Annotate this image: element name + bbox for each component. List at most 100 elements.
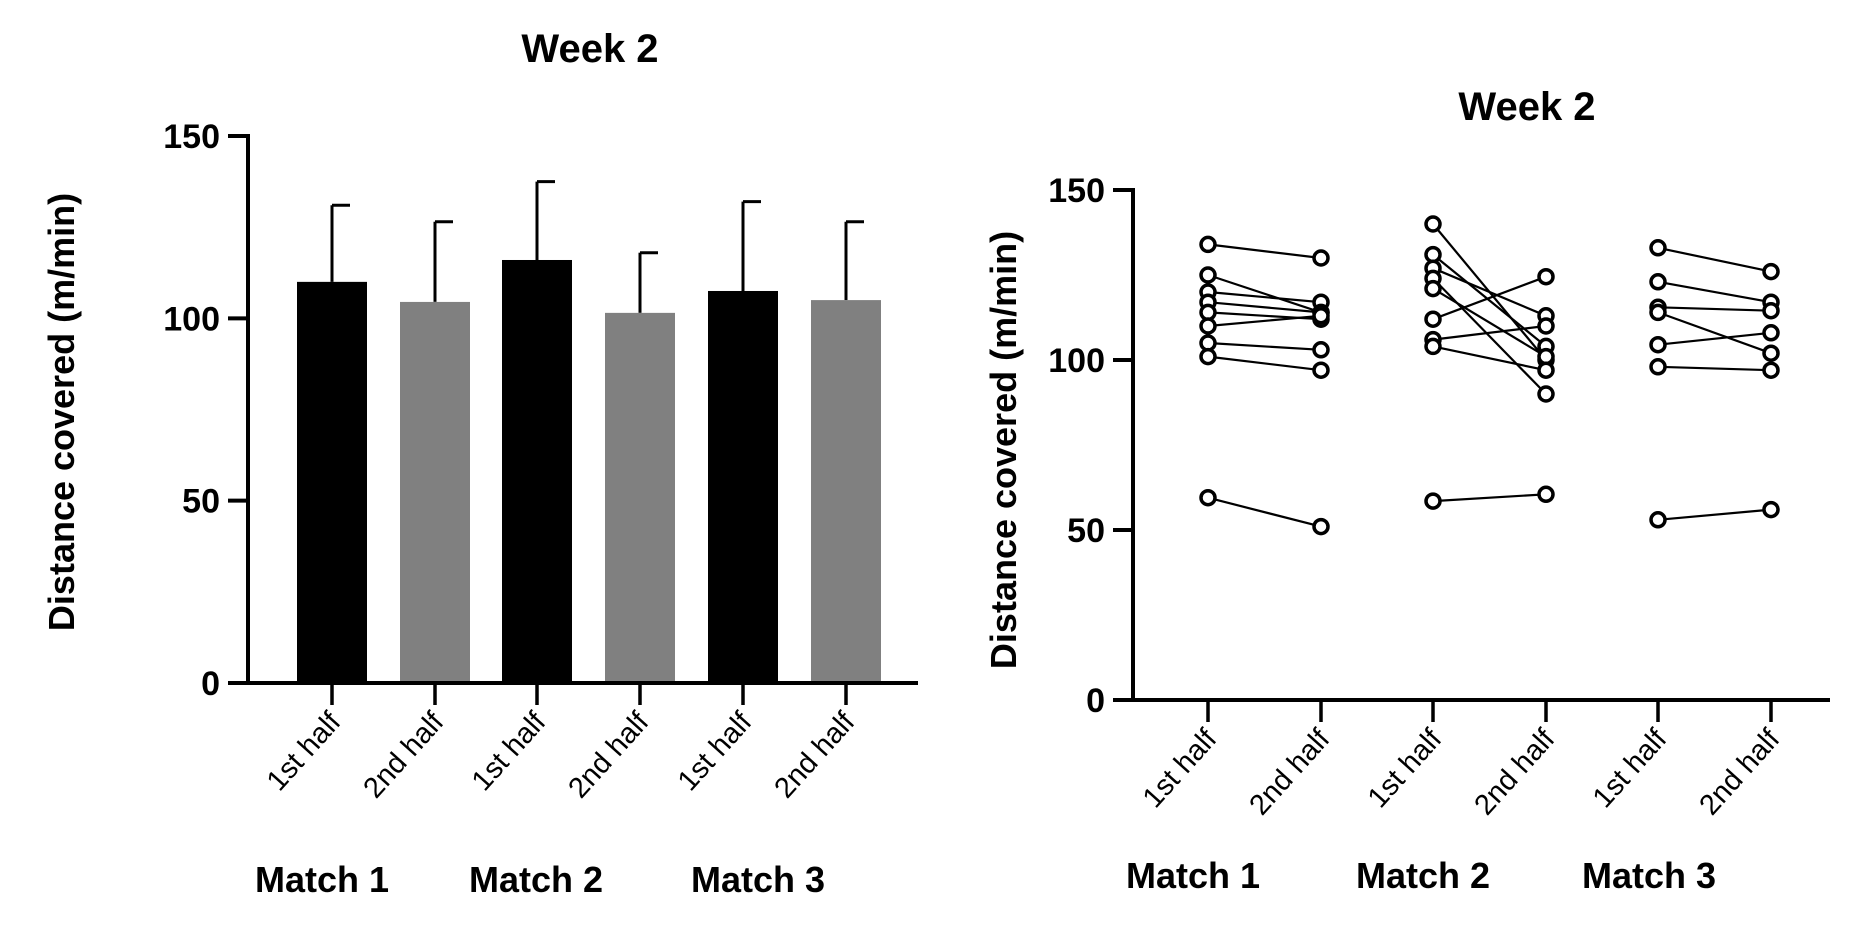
pair-line-0-0 bbox=[1207, 243, 1322, 260]
pair-line-0-6 bbox=[1207, 341, 1322, 351]
bar-chart-group-match-3: Match 3 bbox=[691, 859, 825, 900]
point-0-first-0 bbox=[1199, 235, 1217, 254]
pair-line-2-6 bbox=[1657, 508, 1772, 521]
bar-chart-x-tick-label-2: 1st half bbox=[466, 706, 553, 798]
point-2-second-3 bbox=[1762, 344, 1780, 362]
pair-line-2-0 bbox=[1657, 246, 1772, 273]
bar-chart-x-ticks: 1st half 2nd half 1st half 2nd half 1st half… bbox=[261, 683, 862, 804]
point-1-second-7 bbox=[1537, 361, 1555, 379]
point-0-first-1 bbox=[1199, 266, 1217, 284]
bar-3 bbox=[605, 312, 675, 683]
bar-chart-x-tick-label-1: 2nd half bbox=[357, 706, 450, 805]
point-1-second-3 bbox=[1537, 385, 1555, 403]
line-chart-y-tick-label-100: 100 bbox=[1048, 342, 1105, 380]
point-0-first-7 bbox=[1199, 347, 1217, 366]
pair-line-0-1 bbox=[1207, 273, 1322, 314]
point-0-second-8 bbox=[1312, 517, 1330, 536]
bar-0 bbox=[297, 281, 367, 683]
bar-chart-y-tick-label-100: 100 bbox=[163, 300, 220, 338]
bar-4 bbox=[708, 290, 778, 683]
bar-chart-x-tick-label-0: 1st half bbox=[261, 706, 348, 798]
line-chart-x-tick-label-0: 1st half bbox=[1137, 723, 1224, 815]
point-2-first-6 bbox=[1649, 511, 1667, 529]
line-chart-y-tick-label-150: 150 bbox=[1048, 172, 1105, 210]
bar-chart-y-tick-label-150: 150 bbox=[163, 118, 220, 156]
point-0-first-8 bbox=[1199, 488, 1217, 507]
line-chart-y-tick-label-0: 0 bbox=[1086, 682, 1105, 720]
line-chart-x-tick-label-2: 1st half bbox=[1362, 723, 1449, 815]
point-1-first-4 bbox=[1424, 279, 1442, 298]
line-chart-marks bbox=[1199, 215, 1780, 536]
point-1-first-5 bbox=[1424, 310, 1442, 328]
point-2-second-0 bbox=[1762, 262, 1780, 281]
bar-chart-title: Week 2 bbox=[521, 27, 658, 71]
line-chart-y-ticks: 0 50 100 150 bbox=[1048, 172, 1133, 720]
point-2-first-5 bbox=[1649, 358, 1667, 376]
bar-chart-y-axis-label: Distance covered (m/min) bbox=[41, 193, 82, 631]
bar-5 bbox=[811, 300, 881, 683]
bar-chart-x-tick-label-3: 2nd half bbox=[562, 706, 655, 805]
point-2-second-4 bbox=[1762, 324, 1780, 342]
bar-chart-group-match-2: Match 2 bbox=[469, 859, 603, 900]
point-0-first-5 bbox=[1199, 317, 1217, 335]
bar-chart-y-tick-label-50: 50 bbox=[182, 483, 220, 521]
line-chart-y-tick-label-50: 50 bbox=[1067, 512, 1105, 550]
point-0-second-7 bbox=[1312, 361, 1330, 379]
line-chart-x-tick-label-3: 2nd half bbox=[1468, 723, 1561, 822]
point-2-second-5 bbox=[1762, 361, 1780, 379]
pair-line-0-8 bbox=[1207, 496, 1322, 528]
pair-line-0-3 bbox=[1207, 301, 1322, 314]
line-chart-group-match-3: Match 3 bbox=[1582, 855, 1716, 896]
point-0-second-5 bbox=[1312, 307, 1330, 325]
point-2-second-2 bbox=[1762, 301, 1780, 320]
line-chart-group-match-1: Match 1 bbox=[1126, 855, 1260, 896]
point-2-first-1 bbox=[1649, 273, 1667, 291]
pair-line-1-4 bbox=[1432, 287, 1547, 358]
line-chart-x-tick-label-1: 2nd half bbox=[1243, 723, 1336, 822]
bar-chart-x-tick-label-5: 2nd half bbox=[768, 706, 861, 805]
pair-line-2-1 bbox=[1657, 280, 1772, 304]
point-1-second-8 bbox=[1537, 485, 1555, 504]
point-1-first-0 bbox=[1424, 215, 1442, 233]
point-2-second-6 bbox=[1762, 500, 1780, 519]
pair-line-1-2 bbox=[1432, 267, 1547, 317]
point-1-second-6 bbox=[1537, 317, 1555, 335]
point-2-first-0 bbox=[1649, 239, 1667, 257]
bar-1 bbox=[400, 301, 470, 683]
point-1-first-8 bbox=[1424, 492, 1442, 510]
pair-line-1-6 bbox=[1432, 324, 1547, 341]
bar-chart-x-tick-label-4: 1st half bbox=[672, 706, 759, 798]
line-chart-y-axis-label: Distance covered (m/min) bbox=[983, 231, 1024, 669]
bar-2 bbox=[502, 259, 572, 683]
line-chart-title: Week 2 bbox=[1458, 85, 1595, 129]
point-2-first-3 bbox=[1649, 303, 1667, 322]
point-0-second-0 bbox=[1312, 249, 1330, 267]
line-chart-x-ticks: 1st half 2nd half 1st half 2nd half 1st half… bbox=[1137, 700, 1787, 821]
bar-chart: Week 2 Distance covered (m/min) 0 50 100 15… bbox=[41, 27, 918, 900]
pair-line-2-3 bbox=[1657, 311, 1772, 355]
point-1-first-7 bbox=[1424, 337, 1442, 356]
line-chart: Week 2 Distance covered (m/min) 0 50 100 15… bbox=[983, 85, 1830, 896]
pair-line-0-7 bbox=[1207, 355, 1322, 372]
line-chart-x-tick-label-5: 2nd half bbox=[1693, 723, 1786, 822]
bar-chart-group-match-1: Match 1 bbox=[255, 859, 389, 900]
point-2-first-4 bbox=[1649, 335, 1667, 354]
bar-chart-y-tick-label-0: 0 bbox=[201, 665, 220, 703]
pair-line-0-5 bbox=[1207, 314, 1322, 328]
bar-chart-y-ticks: 0 50 100 150 bbox=[163, 118, 248, 703]
line-chart-group-match-2: Match 2 bbox=[1356, 855, 1490, 896]
pair-line-1-3 bbox=[1432, 277, 1547, 395]
pair-line-1-5 bbox=[1432, 275, 1547, 321]
point-0-second-6 bbox=[1312, 341, 1330, 359]
pair-line-0-2 bbox=[1207, 290, 1322, 304]
bar-chart-marks bbox=[297, 180, 881, 683]
pair-line-1-8 bbox=[1432, 493, 1547, 503]
pair-line-2-4 bbox=[1657, 331, 1772, 346]
pair-line-2-2 bbox=[1657, 306, 1772, 312]
line-chart-x-tick-label-4: 1st half bbox=[1587, 723, 1674, 815]
pair-line-1-1 bbox=[1432, 253, 1547, 348]
point-1-second-5 bbox=[1537, 267, 1555, 286]
pair-line-2-5 bbox=[1657, 365, 1772, 372]
pair-line-1-7 bbox=[1432, 345, 1547, 372]
